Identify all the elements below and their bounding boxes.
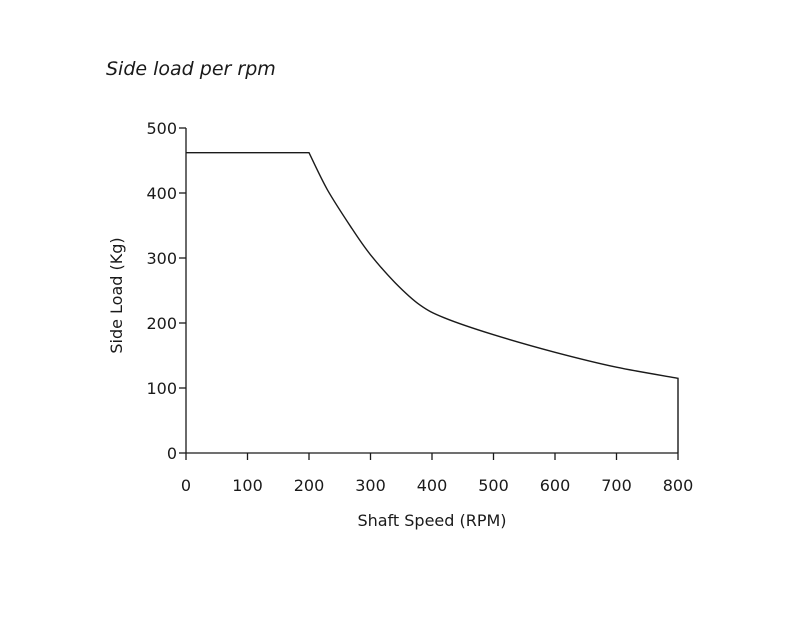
series — [186, 152, 679, 453]
y-tick-label: 400 — [146, 184, 177, 203]
y-tick-label: 500 — [146, 119, 177, 138]
chart-title: Side load per rpm — [106, 58, 276, 80]
x-tick-label: 700 — [601, 476, 632, 495]
y-tick-label: 100 — [146, 379, 177, 398]
y-tick-label: 200 — [146, 314, 177, 333]
x-tick-label: 200 — [294, 476, 325, 495]
axes — [185, 128, 678, 454]
x-tick-label: 500 — [478, 476, 509, 495]
x-tick-label: 0 — [181, 476, 191, 495]
y-axis-title: Side Load (Kg) — [107, 237, 126, 353]
ticks: 0 100 200 300 400 500 600 700 800 0 100 200 300 400 50… — [146, 119, 693, 495]
x-axis-title: Shaft Speed (RPM) — [357, 511, 506, 530]
x-tick-label: 300 — [355, 476, 386, 495]
y-tick-label: 300 — [146, 249, 177, 268]
x-tick-label: 800 — [663, 476, 694, 495]
series-line-0 — [186, 152, 679, 453]
x-tick-label: 600 — [540, 476, 571, 495]
y-tick-label: 0 — [167, 444, 177, 463]
x-tick-label: 100 — [232, 476, 263, 495]
x-tick-label: 400 — [417, 476, 448, 495]
